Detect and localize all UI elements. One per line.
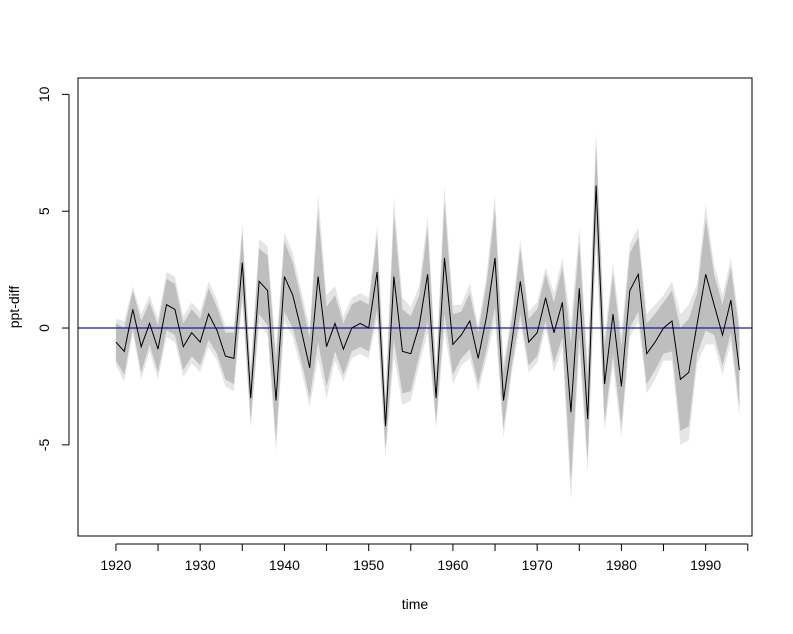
plot-frame <box>77 77 753 537</box>
x-tick-label: 1930 <box>185 557 216 573</box>
confidence-bands <box>115 131 740 501</box>
data-series <box>115 185 740 427</box>
x-tick-label: 1950 <box>353 557 384 573</box>
x-tick-label: 1970 <box>522 557 553 573</box>
y-tick-label: 10 <box>36 86 52 102</box>
x-tick-label: 1980 <box>606 557 637 573</box>
x-axis: 1920 1930 1940 1950 1960 1970 1980 1990 <box>100 543 749 573</box>
x-tick-label: 1920 <box>100 557 131 573</box>
x-axis-title: time <box>402 596 429 612</box>
series-line <box>115 185 740 427</box>
y-axis: -5 0 5 10 <box>36 86 70 451</box>
x-tick-label: 1990 <box>690 557 721 573</box>
y-tick-label: -5 <box>36 438 52 451</box>
inner-band <box>115 143 740 483</box>
y-tick-label: 0 <box>36 324 52 332</box>
x-tick-label: 1940 <box>269 557 300 573</box>
x-tick-label: 1960 <box>437 557 468 573</box>
y-tick-label: 5 <box>36 207 52 215</box>
y-axis-title: ppt-diff <box>6 286 22 329</box>
